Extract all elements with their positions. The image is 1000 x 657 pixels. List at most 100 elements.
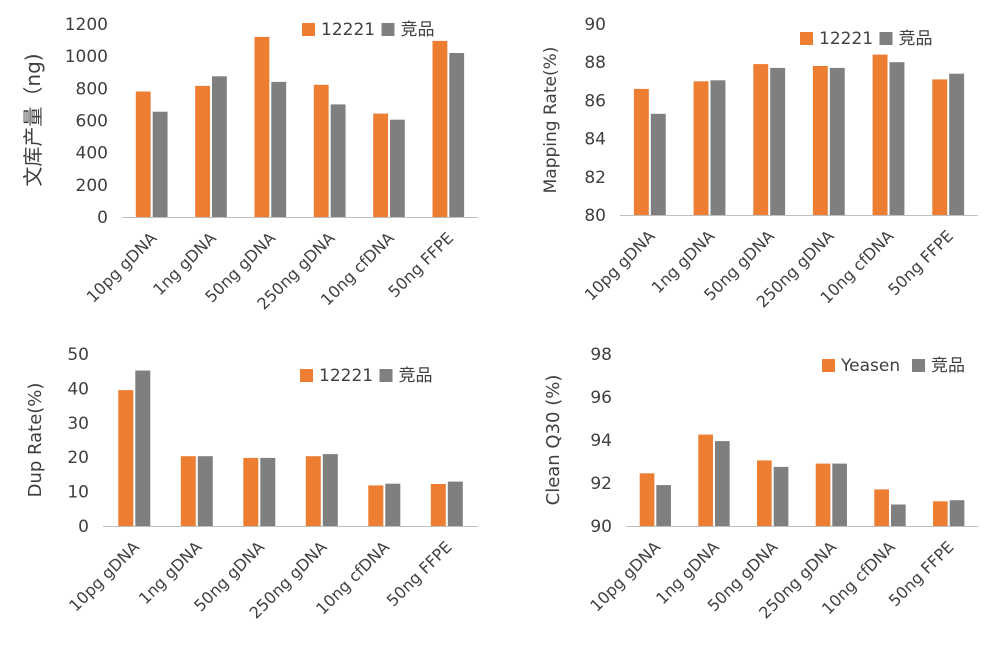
bar-series2 <box>949 73 965 215</box>
bar-series1 <box>812 66 828 215</box>
bar-series1 <box>933 501 948 526</box>
bar-series2 <box>135 370 151 526</box>
legend-swatch <box>302 23 315 36</box>
bar-series1 <box>753 64 769 215</box>
y-tick-label: 200 <box>76 176 108 196</box>
y-tick-label: 86 <box>584 91 606 111</box>
bar-series1 <box>815 463 831 526</box>
bar-series1 <box>305 456 321 526</box>
y-tick-label: 82 <box>584 168 606 188</box>
bar-series1 <box>313 84 329 217</box>
y-tick-label: 0 <box>78 517 89 537</box>
x-tick-label: 50ng FFPE <box>384 228 457 301</box>
bar-series2 <box>829 67 845 216</box>
y-tick-label: 80 <box>584 206 606 226</box>
bar-series2 <box>770 67 786 216</box>
x-tick-label: 10pg gDNA <box>83 228 161 306</box>
legend-label: 12221 <box>319 366 373 386</box>
bar-series1 <box>195 85 211 218</box>
legend-label: Yeasen <box>840 356 900 376</box>
y-tick-label: 0 <box>97 208 108 228</box>
bar-series1 <box>118 390 134 526</box>
legend-swatch <box>300 369 313 382</box>
bar-series1 <box>430 484 446 526</box>
legend-label: 竞品 <box>401 20 435 40</box>
y-tick-label: 40 <box>67 379 89 399</box>
bar-series2 <box>449 53 465 217</box>
y-tick-label: 600 <box>76 112 108 132</box>
y-tick-label: 90 <box>584 15 606 35</box>
x-tick-label: 10pg gDNA <box>586 537 664 615</box>
x-tick-label: 50ng FFPE <box>884 226 957 299</box>
y-tick-label: 400 <box>76 144 108 164</box>
y-tick-label: 10 <box>67 483 89 503</box>
bar-series1 <box>874 489 889 526</box>
legend-swatch <box>379 369 393 382</box>
bar-series2 <box>390 119 405 217</box>
bar-series1 <box>872 54 888 215</box>
bar-series1 <box>432 40 448 218</box>
y-tick-label: 1200 <box>65 15 108 35</box>
y-tick-label: 96 <box>590 388 612 408</box>
y-tick-label: 90 <box>590 517 612 537</box>
bar-series2 <box>949 500 965 526</box>
bar-series1 <box>135 91 151 217</box>
y-tick-label: 92 <box>590 474 612 494</box>
y-axis-label: Mapping Rate(%) <box>541 47 561 194</box>
bar-series1 <box>698 434 713 526</box>
x-tick-label: 10pg gDNA <box>581 226 659 304</box>
x-tick-label: 10pg gDNA <box>65 537 143 615</box>
y-tick-label: 50 <box>67 345 89 365</box>
legend-label: 竞品 <box>399 366 433 386</box>
bar-series1 <box>180 456 196 526</box>
y-tick-label: 94 <box>590 431 612 451</box>
legend-label: 竞品 <box>931 356 965 376</box>
bar-series2 <box>152 111 168 217</box>
y-tick-label: 1000 <box>65 47 108 67</box>
bar-series1 <box>368 485 384 526</box>
y-tick-label: 20 <box>67 448 89 468</box>
bar-series2 <box>710 80 726 215</box>
bar-series2 <box>197 456 213 526</box>
bar-series2 <box>385 483 401 526</box>
y-axis-label: 文库产量（ng) <box>21 53 45 186</box>
x-tick-label: 50ng FFPE <box>383 537 456 610</box>
legend-swatch <box>800 32 813 45</box>
bar-series2 <box>330 104 346 217</box>
bar-series2 <box>889 62 905 216</box>
bar-series1 <box>639 473 655 526</box>
y-tick-label: 30 <box>67 414 89 434</box>
y-tick-label: 800 <box>76 79 108 99</box>
bar-series2 <box>447 481 463 526</box>
bar-series2 <box>832 463 847 526</box>
bar-series1 <box>757 460 772 526</box>
bar-series1 <box>633 88 649 215</box>
y-tick-label: 98 <box>590 345 612 365</box>
bar-series2 <box>656 485 671 526</box>
bar-series2 <box>773 466 789 526</box>
bar-series1 <box>373 113 389 217</box>
legend-label: 12221 <box>321 20 375 40</box>
bar-series1 <box>932 79 948 216</box>
bar-series2 <box>891 504 906 526</box>
bar-series1 <box>243 457 259 526</box>
bar-series2 <box>715 441 730 526</box>
legend-swatch <box>822 359 835 372</box>
bar-series2 <box>212 76 227 217</box>
bar-series2 <box>650 113 666 215</box>
bar-series2 <box>260 457 276 526</box>
legend-swatch <box>879 32 893 45</box>
legend-label: 竞品 <box>899 29 933 49</box>
legend-label: 12221 <box>819 29 873 49</box>
bar-series1 <box>254 36 270 218</box>
y-tick-label: 88 <box>584 53 606 73</box>
y-axis-label: Clean Q30 (%) <box>543 375 564 506</box>
legend-swatch <box>912 359 925 372</box>
bar-series1 <box>693 81 709 215</box>
